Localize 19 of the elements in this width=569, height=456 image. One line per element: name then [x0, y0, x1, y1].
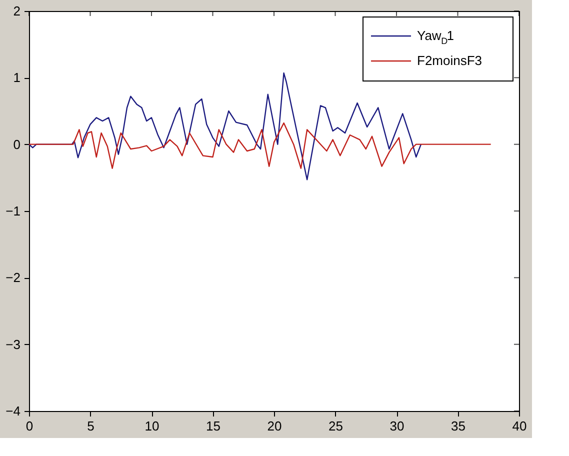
y-tick-label: −2 — [6, 270, 20, 286]
line-series — [28, 122, 492, 169]
x-tick-label: 35 — [451, 418, 466, 434]
y-tick-label: 2 — [13, 4, 20, 18]
x-tick-label: 20 — [267, 418, 282, 434]
x-tick-label: 15 — [206, 418, 220, 434]
y-tick-label: −3 — [6, 336, 20, 352]
line-series — [28, 72, 422, 180]
x-tick-label: 0 — [26, 418, 34, 434]
y-tick-label: 0 — [13, 136, 20, 152]
legend-label: F2moinsF3 — [417, 53, 482, 68]
y-tick-label: −4 — [6, 404, 20, 418]
x-tick-label: 25 — [328, 418, 343, 434]
y-tick-label: −1 — [6, 204, 20, 218]
x-tick-label: 40 — [512, 418, 527, 434]
x-tick-label: 30 — [390, 418, 404, 434]
y-tick-label: 1 — [13, 70, 20, 86]
x-tick-label: 5 — [87, 418, 94, 434]
x-tick-label: 10 — [144, 418, 160, 434]
